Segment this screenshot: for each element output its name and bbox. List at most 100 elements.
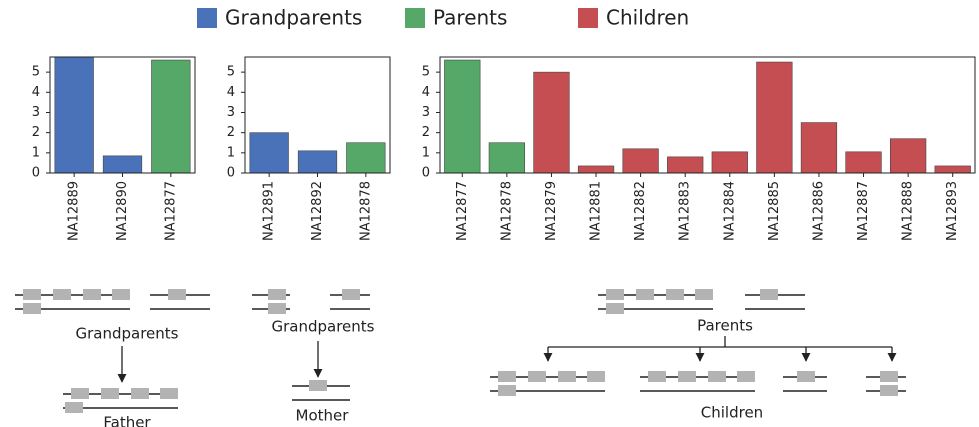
locus xyxy=(666,289,684,300)
x-tick-label: NA12885 xyxy=(767,181,782,241)
diagram-label: Children xyxy=(701,404,763,422)
y-tick-label: 2 xyxy=(227,125,235,140)
bar xyxy=(298,151,337,173)
locus xyxy=(131,388,149,399)
legend-swatch xyxy=(197,8,217,28)
locus xyxy=(797,371,815,382)
y-tick-label: 5 xyxy=(32,65,40,80)
y-tick-label: 3 xyxy=(422,105,430,120)
y-tick-label: 1 xyxy=(32,145,40,160)
x-tick-label: NA12877 xyxy=(163,181,178,241)
charts: 0 1 2 3 4 5 NA12889 NA12890 NA12877 0 1 2 3 4 5 NA12891… xyxy=(32,56,975,241)
legend-swatch xyxy=(405,8,425,28)
locus xyxy=(760,289,778,300)
locus xyxy=(648,371,666,382)
x-tick-label: NA12886 xyxy=(811,181,826,241)
panel: 0 1 2 3 4 5 NA12877 NA12878 NA12879 NA12881 NA1288… xyxy=(422,57,975,241)
y-tick-label: 4 xyxy=(32,85,40,100)
locus xyxy=(880,371,898,382)
diagram-label: Father xyxy=(103,414,151,427)
locus xyxy=(71,388,89,399)
bar xyxy=(935,166,971,173)
x-tick-label: NA12892 xyxy=(310,181,325,241)
bar xyxy=(152,60,191,173)
y-tick-label: 0 xyxy=(32,166,40,181)
y-tick-label: 4 xyxy=(422,85,430,100)
y-tick-label: 2 xyxy=(422,125,430,140)
locus xyxy=(23,289,41,300)
bar xyxy=(347,143,386,173)
y-tick-label: 4 xyxy=(227,85,235,100)
x-tick-label: NA12881 xyxy=(589,181,604,241)
legend-label: Parents xyxy=(433,6,507,30)
y-tick-label: 5 xyxy=(422,65,430,80)
locus xyxy=(101,388,119,399)
locus xyxy=(168,289,186,300)
locus xyxy=(636,289,654,300)
diagrams: Grandparents Father Grandparents Mother Pare… xyxy=(15,289,906,427)
locus xyxy=(695,289,713,300)
x-tick-label: NA12890 xyxy=(115,181,130,241)
bar xyxy=(667,157,703,173)
legend-label: Grandparents xyxy=(225,6,362,30)
locus xyxy=(708,371,726,382)
locus xyxy=(342,289,360,300)
locus xyxy=(498,371,516,382)
diagram-label: Mother xyxy=(296,407,350,425)
locus xyxy=(53,289,71,300)
locus xyxy=(112,289,130,300)
panel: 0 1 2 3 4 5 NA12891 NA12892 NA12878 xyxy=(227,57,390,241)
x-tick-label: NA12884 xyxy=(722,181,737,241)
locus xyxy=(737,371,755,382)
y-tick-label: 0 xyxy=(422,166,430,181)
diagram-label: Grandparents xyxy=(76,325,179,343)
figure: Grandparents Parents Children 0 1 2 3 4 5 NA1288… xyxy=(0,0,979,427)
x-tick-label: NA12889 xyxy=(67,181,82,241)
locus xyxy=(606,289,624,300)
bar xyxy=(623,149,659,173)
locus xyxy=(83,289,101,300)
y-tick-label: 1 xyxy=(227,145,235,160)
y-tick-label: 2 xyxy=(32,125,40,140)
locus xyxy=(268,303,286,314)
locus xyxy=(678,371,696,382)
y-tick-label: 3 xyxy=(227,105,235,120)
x-tick-label: NA12887 xyxy=(856,181,871,241)
bar xyxy=(890,139,926,173)
bar xyxy=(712,152,748,173)
legend: Grandparents Parents Children xyxy=(197,6,689,30)
locus xyxy=(268,289,286,300)
x-tick-label: NA12882 xyxy=(633,181,648,241)
legend-label: Children xyxy=(606,6,689,30)
bar xyxy=(757,62,793,173)
legend-swatch xyxy=(578,8,598,28)
bar xyxy=(846,152,882,173)
x-tick-label: NA12883 xyxy=(678,181,693,241)
x-tick-label: NA12878 xyxy=(358,181,373,241)
panel: 0 1 2 3 4 5 NA12889 NA12890 NA12877 xyxy=(32,56,195,241)
diagram-label: Parents xyxy=(697,317,753,335)
bar xyxy=(250,133,289,173)
x-tick-label: NA12877 xyxy=(455,181,470,241)
y-tick-label: 1 xyxy=(422,145,430,160)
locus xyxy=(160,388,178,399)
diagram-label: Grandparents xyxy=(272,318,375,336)
x-tick-label: NA12879 xyxy=(544,181,559,241)
x-tick-label: NA12888 xyxy=(901,181,916,241)
y-tick-label: 5 xyxy=(227,65,235,80)
locus xyxy=(309,380,327,391)
y-tick-label: 0 xyxy=(227,166,235,181)
locus xyxy=(23,303,41,314)
bar xyxy=(55,56,94,173)
bar xyxy=(489,143,525,173)
x-tick-label: NA12893 xyxy=(945,181,960,241)
locus xyxy=(880,385,898,396)
x-tick-label: NA12878 xyxy=(499,181,514,241)
locus xyxy=(65,402,83,413)
bar xyxy=(578,166,614,173)
x-tick-label: NA12891 xyxy=(262,181,277,241)
y-tick-label: 3 xyxy=(32,105,40,120)
locus xyxy=(587,371,605,382)
bar xyxy=(534,72,570,173)
bar xyxy=(444,60,480,173)
